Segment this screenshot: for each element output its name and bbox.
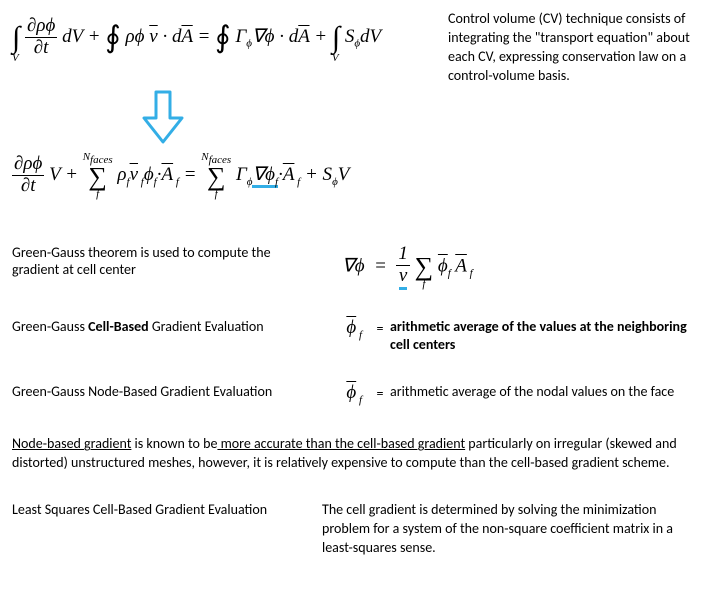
node-based-desc: arithmetic average of the nodal values o… [390, 383, 674, 401]
green-gauss-equation: ∇ϕ = 1ν ∑f ϕf A f [302, 244, 701, 290]
least-squares-label: Least Squares Cell-Based Gradient Evalua… [12, 501, 322, 518]
equals-icon: = [370, 318, 390, 337]
discretized-equation: ∂ρϕ∂t V + Nfaces∑f ρfv fϕf·A f = Nfaces∑… [12, 151, 701, 200]
arrow-down-icon [142, 90, 184, 145]
least-squares-row: Least Squares Cell-Based Gradient Evalua… [12, 501, 701, 558]
node-based-label: Green-Gauss Node-Based Gradient Evaluati… [12, 383, 302, 400]
cv-explanation: Control volume (CV) technique consists o… [442, 10, 701, 86]
least-squares-desc: The cell gradient is determined by solvi… [322, 501, 701, 558]
cell-based-desc: arithmetic average of the values at the … [390, 318, 690, 354]
top-row: ∫V ∂ρϕ∂t dV + ∮ ρϕ v · dA = ∮ Γϕ∇ϕ · dA … [12, 10, 701, 86]
node-based-row: Green-Gauss Node-Based Gradient Evaluati… [12, 383, 701, 406]
phi-bar-f-cell: ϕ f [302, 318, 370, 341]
green-gauss-label: Green-Gauss theorem is used to compute t… [12, 244, 302, 278]
equals-icon: = [370, 383, 390, 402]
cell-based-label: Green-Gauss Cell-Based Gradient Evaluati… [12, 318, 302, 335]
cell-based-row: Green-Gauss Cell-Based Gradient Evaluati… [12, 318, 701, 354]
phi-bar-f-node: ϕ f [302, 383, 370, 406]
node-based-note: Node-based gradient is known to be more … [12, 435, 701, 473]
green-gauss-row: Green-Gauss theorem is used to compute t… [12, 244, 701, 290]
transport-equation: ∫V ∂ρϕ∂t dV + ∮ ρϕ v · dA = ∮ Γϕ∇ϕ · dA … [12, 10, 442, 59]
